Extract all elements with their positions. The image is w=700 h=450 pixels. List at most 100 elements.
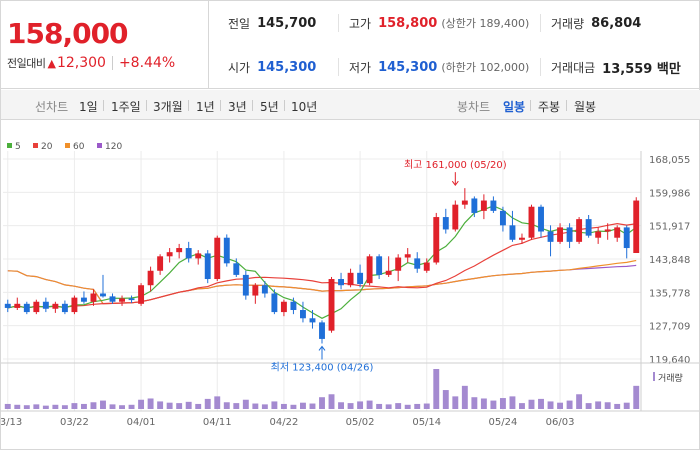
candle-body <box>414 258 421 269</box>
candle-body <box>385 270 392 275</box>
candle-body <box>633 200 640 253</box>
y-tick-label: 159,986 <box>649 188 690 199</box>
current-price: 158,000 <box>7 17 129 50</box>
volume-bar <box>128 404 135 409</box>
max-annotation-label: 최고 161,000 (05/20) <box>404 159 507 171</box>
tab-divider <box>284 100 285 111</box>
tab-5years[interactable]: 5년 <box>260 100 279 114</box>
volume-bar <box>528 399 535 409</box>
stat-value: 86,804 <box>591 15 642 31</box>
candle-body <box>214 237 221 280</box>
volume-bar <box>585 403 592 409</box>
volume-bar <box>90 402 97 409</box>
candle-body <box>423 262 430 271</box>
volume-bar <box>157 401 164 409</box>
candle-body <box>461 200 468 205</box>
volume-bar <box>509 396 516 409</box>
volume-bar <box>166 402 173 409</box>
up-arrow-icon: ▲ <box>47 56 56 70</box>
tab-weekly-candle[interactable]: 주봉 <box>538 100 561 114</box>
candle-body <box>319 322 325 339</box>
x-tick-label: 05/02 <box>346 417 375 428</box>
volume-bar <box>204 398 211 409</box>
volume-bar <box>623 402 630 409</box>
candle-body <box>623 227 630 249</box>
x-tick-label: 05/24 <box>489 417 518 428</box>
volume-bar <box>395 403 402 409</box>
candle-body <box>557 227 564 242</box>
candle-body <box>42 301 49 309</box>
y-tick-label: 151,917 <box>649 222 690 233</box>
candle-body <box>376 256 383 275</box>
volume-bar <box>42 405 49 409</box>
candle-body <box>585 219 592 236</box>
stat-value: 158,800 <box>378 15 438 31</box>
stat-label: 시가 <box>228 60 251 75</box>
candle-body <box>395 257 402 271</box>
volume-bar <box>376 403 383 409</box>
volume-bar <box>52 404 59 409</box>
volume-bar <box>290 404 297 409</box>
tab-1year[interactable]: 1년 <box>196 100 215 114</box>
candle-body <box>471 198 478 213</box>
volume-bar <box>309 403 316 409</box>
candle-body <box>499 210 506 226</box>
candles <box>4 188 640 344</box>
volume-bar <box>14 404 21 409</box>
tab-1week[interactable]: 1주일 <box>111 100 141 114</box>
stat-prev-close: 전일 145,700 <box>228 14 316 32</box>
change-label: 전일대비 <box>7 57 46 70</box>
tab-3months[interactable]: 3개월 <box>153 100 183 114</box>
stats-row-2: 시가 145,300 저가 145,300 (하한가 102,000) 거래대금… <box>210 45 700 89</box>
legend-swatch <box>65 143 70 148</box>
tab-10years[interactable]: 10년 <box>291 100 318 114</box>
y-tick-label: 168,055 <box>649 155 690 166</box>
candle-body <box>519 237 525 240</box>
volume-bar <box>261 404 268 409</box>
candle-body <box>261 285 268 294</box>
volume-bar <box>80 403 87 409</box>
tab-3years[interactable]: 3년 <box>228 100 247 114</box>
change-divider <box>111 56 113 70</box>
stat-volume: 거래량 86,804 <box>540 14 641 32</box>
volume-bar <box>614 403 621 409</box>
candle-body <box>233 263 240 275</box>
volume-bar <box>633 385 640 409</box>
volume-bar <box>4 403 11 409</box>
volume-legend-swatch <box>653 372 655 381</box>
volume-bar <box>357 401 364 409</box>
change-row: 전일대비 ▲ 12,300 +8.44% <box>7 55 175 71</box>
volume-bar <box>100 400 106 409</box>
tab-divider <box>188 100 189 111</box>
min-annotation-arrowhead <box>318 345 326 351</box>
candle-body <box>614 227 621 238</box>
tab-monthly-candle[interactable]: 월봉 <box>574 100 597 114</box>
y-tick-label: 119,640 <box>649 355 690 366</box>
candle-body <box>128 298 135 301</box>
candle-body <box>195 253 202 259</box>
stat-value: 145,700 <box>257 15 317 31</box>
volume-bar <box>242 399 249 409</box>
tab-daily-candle[interactable]: 일봉 <box>503 100 526 114</box>
y-tick-label: 127,709 <box>649 322 690 333</box>
volume-bar <box>280 403 287 409</box>
tab-divider <box>566 100 567 111</box>
candle-body <box>300 310 306 319</box>
stat-label: 거래대금 <box>551 60 596 75</box>
tab-1day[interactable]: 1일 <box>79 100 98 114</box>
stat-upper-limit: (상한가 189,400) <box>441 17 530 30</box>
stats-row-1: 전일 145,700 고가 158,800 (상한가 189,400) 거래량 … <box>210 1 700 45</box>
volume-bar <box>233 403 240 409</box>
candle-body <box>166 252 173 257</box>
candle-body <box>480 200 487 211</box>
stat-value: 13,559 백만 <box>602 61 681 77</box>
volume-bar <box>109 404 116 409</box>
candle-chart-title: 봉차트 <box>457 100 491 114</box>
candle-body <box>157 256 164 271</box>
min-annotation-label: 최저 123,400 (04/26) <box>271 361 374 373</box>
candle-body <box>138 285 145 304</box>
candle-body <box>347 272 354 286</box>
tab-divider <box>220 100 221 111</box>
volume-bar <box>480 398 487 409</box>
volume-bar <box>366 400 373 409</box>
